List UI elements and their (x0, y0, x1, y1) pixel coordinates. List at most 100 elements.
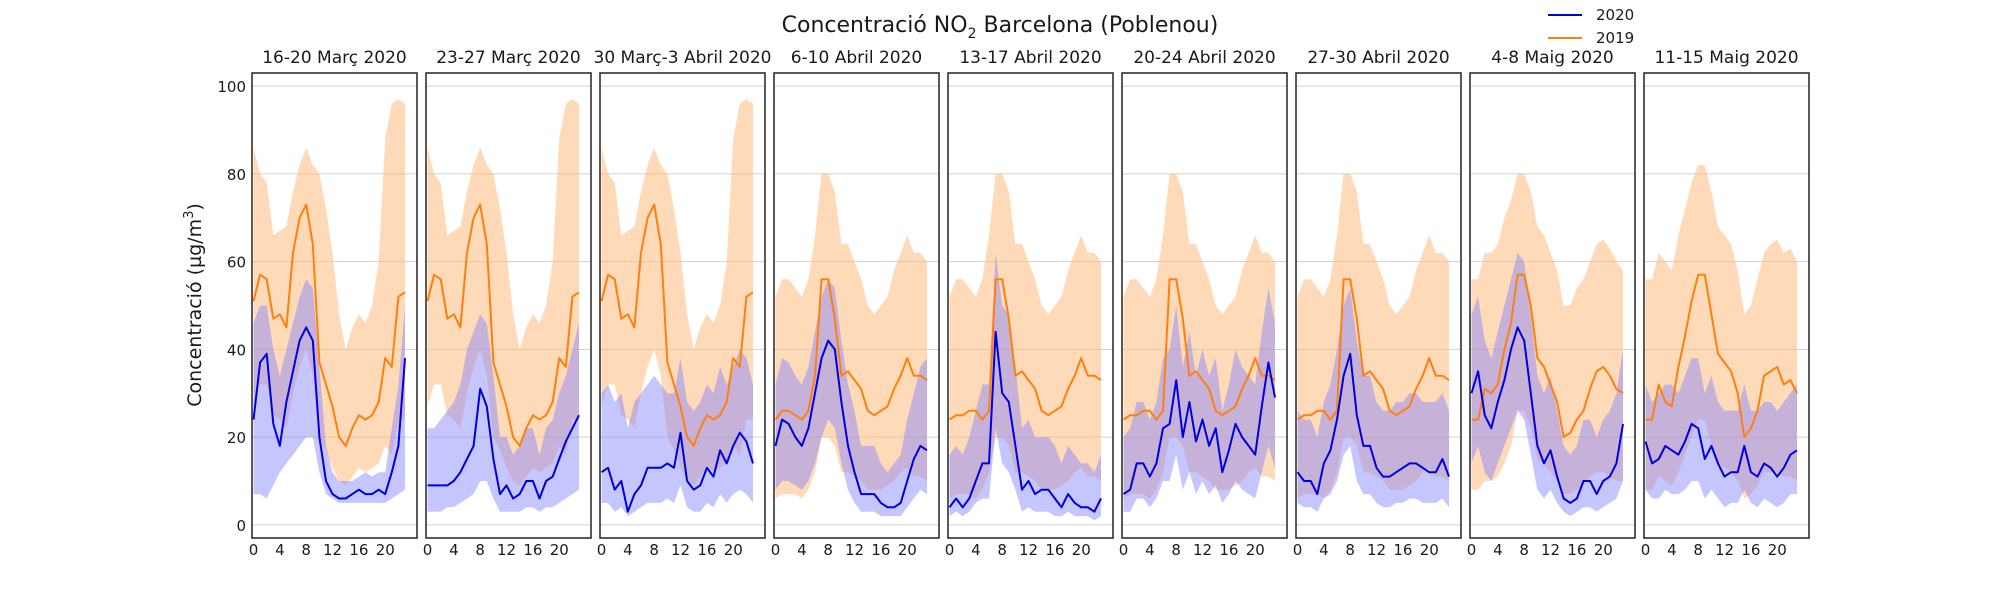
panel-frame (947, 72, 1114, 539)
x-tick-label: 8 (649, 541, 659, 559)
panel-frame (773, 72, 940, 539)
y-tick-label: 100 (217, 78, 246, 96)
legend-label: 2020 (1596, 6, 1634, 24)
band-2020 (949, 252, 1101, 521)
x-tick-label: 20 (1594, 541, 1613, 559)
line-2020 (948, 330, 1102, 513)
x-tick-label: 12 (323, 541, 342, 559)
x-tick-label: 16 (1045, 541, 1064, 559)
panel-3: 30 Març-3 Abril 2020 0 4 8 12 16 20 (594, 48, 772, 559)
band-2020 (1297, 288, 1449, 512)
legend: 2020 2019 (1548, 6, 1634, 47)
x-tick-label: 8 (1693, 541, 1703, 559)
x-tick-label: 4 (1319, 541, 1329, 559)
band-2020 (1471, 252, 1623, 517)
panel-title: 4-8 Maig 2020 (1491, 48, 1613, 68)
x-tick-label: 20 (550, 541, 569, 559)
panel-frame (251, 72, 418, 539)
panel-frame (1469, 72, 1636, 539)
band-2019 (1123, 173, 1275, 499)
x-tick-label: 20 (1072, 541, 1091, 559)
line-2019 (600, 203, 754, 447)
band-2020 (601, 349, 753, 517)
x-tick-label: 4 (797, 541, 807, 559)
x-tick-label: 4 (971, 541, 981, 559)
line-2019 (1296, 278, 1450, 421)
line-2019 (252, 203, 406, 447)
line-2019 (1645, 273, 1798, 439)
panel-5: 13-17 Abril 2020 0 4 8 12 16 20 (945, 48, 1114, 559)
panel-title: 11-15 Maig 2020 (1654, 48, 1798, 68)
x-tick-label: 12 (1715, 541, 1734, 559)
x-tick-label: 4 (623, 541, 633, 559)
x-tick-label: 20 (1246, 541, 1265, 559)
x-tick-label: 16 (1393, 541, 1412, 559)
line-2019 (426, 203, 580, 447)
panel-title: 27-30 Abril 2020 (1307, 48, 1449, 68)
line-2019 (1471, 273, 1624, 439)
x-tick-label: 4 (1493, 541, 1503, 559)
panel-frame (425, 72, 592, 539)
x-tick-label: 12 (1193, 541, 1212, 559)
x-tick-label: 0 (1467, 541, 1477, 559)
panel-7: 27-30 Abril 2020 0 4 8 12 16 20 (1293, 48, 1462, 559)
panel-title: 13-17 Abril 2020 (959, 48, 1101, 68)
band-2019 (1471, 173, 1623, 495)
line-2020 (1470, 326, 1624, 504)
panel-frame (1295, 72, 1462, 539)
x-tick-label: 0 (945, 541, 955, 559)
band-2020 (253, 279, 405, 503)
panel-8: 4-8 Maig 2020 0 4 8 12 16 20 (1467, 48, 1636, 559)
x-tick-label: 4 (449, 541, 459, 559)
x-tick-label: 8 (823, 541, 833, 559)
chart-title: Concentració NO2 Barcelona (Poblenou) (782, 13, 1219, 42)
y-tick-label: 80 (227, 166, 246, 184)
line-2019 (1122, 278, 1276, 421)
x-tick-label: 12 (845, 541, 864, 559)
line-2020 (252, 326, 406, 500)
band-2020 (1645, 358, 1797, 508)
y-tick-label: 0 (236, 517, 246, 535)
x-tick-label: 8 (997, 541, 1007, 559)
x-tick-label: 12 (1019, 541, 1038, 559)
x-tick-label: 0 (1293, 541, 1303, 559)
x-tick-label: 0 (597, 541, 607, 559)
band-2019 (949, 173, 1101, 499)
panel-title: 16-20 Març 2020 (262, 48, 407, 68)
band-2019 (775, 173, 927, 499)
x-tick-label: 16 (1567, 541, 1586, 559)
x-tick-label: 20 (724, 541, 743, 559)
x-tick-label: 12 (671, 541, 690, 559)
panel-4: 6-10 Abril 2020 0 4 8 12 16 20 (771, 48, 940, 559)
panel-9: 11-15 Maig 2020 0 4 8 12 16 20 (1641, 48, 1810, 559)
panel-title: 23-27 Març 2020 (436, 48, 581, 68)
line-2020 (1644, 422, 1798, 478)
x-tick-label: 16 (697, 541, 716, 559)
legend-label: 2019 (1596, 29, 1634, 47)
x-tick-label: 8 (1171, 541, 1181, 559)
line-2020 (1122, 361, 1276, 495)
band-2020 (775, 279, 927, 517)
line-2020 (427, 387, 580, 500)
x-tick-label: 4 (275, 541, 285, 559)
panel-frame (1121, 72, 1288, 539)
band-2019 (427, 99, 579, 486)
line-2019 (774, 278, 928, 421)
panel-title: 6-10 Abril 2020 (791, 48, 923, 68)
x-tick-label: 8 (1345, 541, 1355, 559)
x-tick-label: 0 (1119, 541, 1129, 559)
band-2020 (1123, 288, 1275, 512)
x-tick-label: 16 (523, 541, 542, 559)
x-tick-label: 0 (423, 541, 433, 559)
band-2019 (1645, 165, 1797, 499)
x-tick-label: 0 (1641, 541, 1651, 559)
x-tick-label: 16 (1219, 541, 1238, 559)
panel-2: 23-27 Març 2020 0 4 8 12 16 20 (423, 48, 592, 559)
x-tick-label: 4 (1145, 541, 1155, 559)
line-2020 (1296, 352, 1450, 496)
x-tick-label: 12 (497, 541, 516, 559)
band-2019 (1297, 173, 1449, 499)
